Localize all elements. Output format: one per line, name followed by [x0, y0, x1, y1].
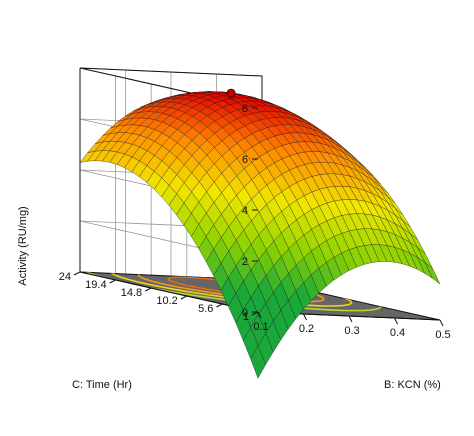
time-tick-label: 5.6 [198, 303, 213, 315]
kcn-tick-label: 0.4 [390, 327, 405, 339]
time-tick-mark [109, 279, 116, 284]
time-tick-label: 1 [243, 311, 249, 323]
kcn-tick-mark [394, 317, 398, 325]
z-tick-label: 0 [242, 307, 248, 319]
kcn-tick-mark [303, 313, 307, 321]
time-tick-label: 14.8 [121, 287, 142, 299]
kcn-tick-label: 0.5 [435, 329, 450, 341]
time-tick-label: 19.4 [85, 279, 106, 291]
z-tick-label: 4 [242, 205, 248, 217]
kcn-tick-label: 0.3 [344, 325, 359, 337]
y-axis-label: C: Time (Hr) [72, 379, 132, 391]
time-tick-mark [73, 271, 81, 276]
kcn-tick-label: 0.2 [299, 323, 314, 335]
axis-labels: Activity (RU/mg) C: Time (Hr) B: KCN (%) [17, 206, 441, 391]
z-axis-label: Activity (RU/mg) [17, 206, 29, 285]
z-tick-label: 2 [242, 256, 248, 268]
kcn-tick-mark [348, 315, 353, 323]
optimum-point [226, 88, 236, 98]
time-tick-label: 10.2 [156, 295, 177, 307]
time-tick-mark [180, 295, 188, 300]
kcn-tick-mark [257, 311, 262, 319]
kcn-tick-label: 0.1 [253, 321, 268, 333]
time-tick-label: 24 [59, 271, 71, 283]
kcn-tick-mark [439, 319, 444, 327]
z-tick-label: 8 [242, 103, 248, 115]
z-tick-label: 6 [242, 154, 248, 166]
response-surface [79, 88, 441, 379]
time-tick-mark [216, 303, 223, 308]
surface-cell [424, 262, 441, 285]
time-tick-mark [144, 287, 152, 292]
time-tick-mark [251, 311, 259, 316]
x-axis-label: B: KCN (%) [384, 379, 441, 391]
